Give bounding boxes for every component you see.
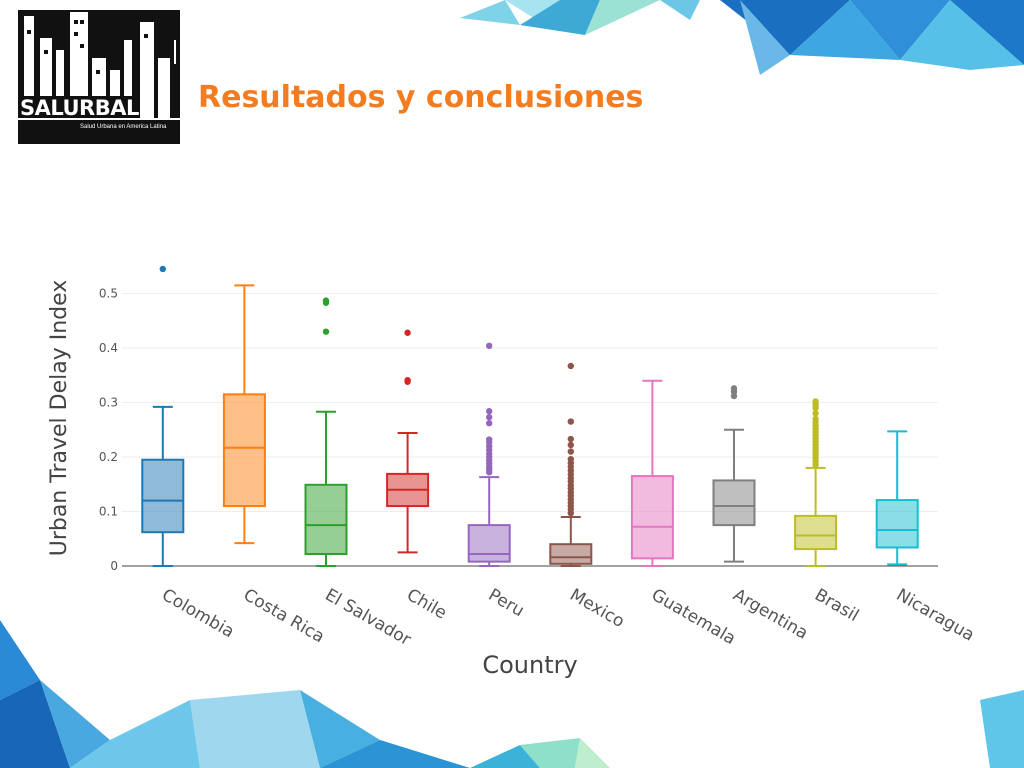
box-guatemala (630, 379, 674, 567)
deco-shard (505, 0, 560, 22)
outlier-point (404, 376, 411, 384)
outlier-point (567, 418, 574, 425)
x-axis-title: Country (482, 651, 577, 679)
deco-shard (660, 0, 700, 20)
deco-shard (300, 690, 380, 768)
deco-shard (980, 690, 1024, 768)
city-skyline-icon (18, 12, 180, 120)
salurbal-logo: SALURBAL Salud Urbana en America Latina (18, 10, 180, 144)
deco-shard (320, 740, 470, 768)
slide-title: Resultados y conclusiones (198, 80, 644, 115)
outlier-point (322, 297, 330, 304)
box-chile (386, 329, 430, 554)
x-tick-label: Chile (403, 585, 450, 624)
outlier-point (486, 408, 493, 415)
x-tick-label: Costa Rica (240, 585, 328, 647)
box-body (141, 458, 185, 534)
outlier-point (486, 414, 493, 421)
deco-shard (850, 0, 950, 60)
deco-shard (790, 0, 900, 60)
box-colombia (141, 265, 185, 567)
box-argentina (712, 385, 756, 563)
deco-shard (40, 680, 110, 768)
outlier-point (567, 441, 574, 449)
boxes (141, 265, 919, 567)
deco-shard (520, 738, 580, 768)
x-tick-label: Nicaragua (893, 585, 978, 646)
outlier-point (567, 448, 574, 455)
outlier-point (812, 415, 819, 423)
outlier-point (159, 265, 166, 273)
y-tick-label: 0.2 (99, 450, 118, 464)
y-tick-label: 0.4 (99, 341, 118, 355)
box-body (794, 514, 838, 551)
y-tick-label: 0.5 (99, 287, 118, 301)
y-axis-title: Urban Travel Delay Index (47, 280, 72, 557)
box-body (549, 543, 593, 565)
deco-shard (190, 690, 320, 768)
x-tick-label: Brasil (811, 585, 862, 626)
x-tick-label: Peru (485, 585, 528, 621)
deco-shard (740, 0, 790, 75)
deco-shard (575, 738, 610, 768)
x-tick-label: Guatemala (648, 585, 739, 649)
logo-name: SALURBAL (20, 96, 139, 120)
y-tick-label: 0.3 (99, 396, 118, 410)
deco-shard (585, 0, 660, 35)
outlier-point (812, 410, 819, 417)
logo-tagline: Salud Urbana en America Latina (80, 124, 167, 130)
box-body (222, 393, 266, 508)
box-nicaragua (875, 430, 919, 566)
box-body (875, 499, 919, 549)
box-body (712, 479, 756, 527)
x-tick-label: Colombia (158, 585, 237, 642)
outlier-point (812, 398, 819, 405)
outlier-point (322, 328, 330, 335)
y-tick-label: 0 (110, 559, 118, 573)
outlier-point (486, 436, 493, 443)
outlier-point (567, 455, 574, 463)
box-body (467, 524, 511, 563)
outlier-point (567, 362, 574, 370)
outlier-point (730, 385, 738, 392)
box-brasil (794, 398, 838, 567)
x-tick-label: Argentina (730, 585, 812, 644)
x-tick-label: Mexico (566, 585, 627, 632)
x-tick-label: El Salvador (322, 585, 415, 650)
outlier-point (486, 420, 493, 427)
deco-shard (0, 680, 70, 768)
deco-shard (460, 0, 520, 25)
y-tick-labels: 0 0.1 0.2 0.3 0.4 0.5 (99, 287, 118, 574)
box-costa-rica (222, 284, 266, 545)
deco-shard (900, 0, 1024, 70)
box-body (630, 475, 674, 560)
deco-shard (520, 0, 600, 35)
deco-shard (70, 700, 200, 768)
box-el-salvador (304, 297, 348, 567)
deco-shard (470, 745, 540, 768)
outlier-point (567, 435, 574, 443)
box-mexico (549, 362, 593, 567)
y-tick-label: 0.1 (99, 505, 118, 519)
outlier-point (486, 342, 493, 350)
box-body (304, 483, 348, 556)
deco-shard (0, 620, 40, 700)
outlier-point (404, 329, 411, 336)
box-peru (467, 342, 511, 567)
